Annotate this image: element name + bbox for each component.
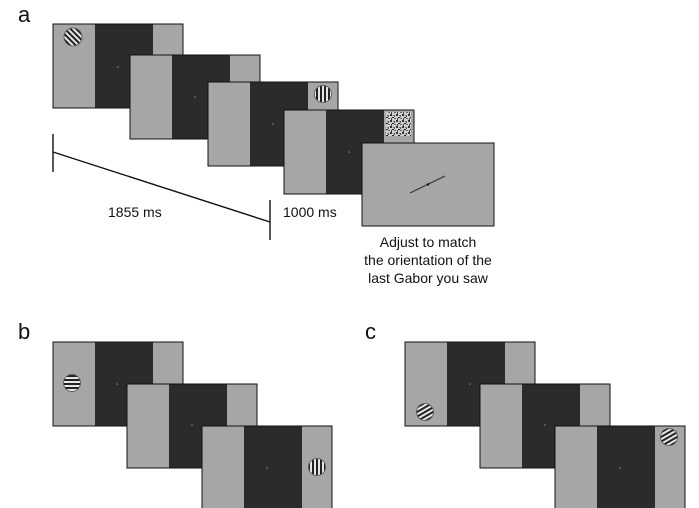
instruction-line-2: the orientation of the <box>364 252 492 268</box>
panel-c-frame-3-gabor-icon <box>660 428 678 446</box>
panel-a-frame-3-gabor-icon <box>314 85 332 103</box>
instruction-line-1: Adjust to match <box>379 234 477 250</box>
panel-b-frame-3-gabor-icon <box>308 458 326 476</box>
instruction-line-3: last Gabor you saw <box>368 270 488 286</box>
response-instruction: Adjust to match the orientation of the l… <box>333 233 523 287</box>
fixation-dots-a <box>117 66 350 153</box>
timing-label-1000: 1000 ms <box>283 204 337 220</box>
panel-a-frame-1-gabor-icon <box>63 27 83 47</box>
panel-c-frame-1-gabor-icon <box>416 403 434 421</box>
timing-label-1855: 1855 ms <box>108 204 162 220</box>
timing-lines <box>52 134 271 240</box>
panel-label-c: c <box>365 319 376 344</box>
panel-a-noise-mask-icon <box>386 112 411 136</box>
panel-label-a: a <box>18 2 31 27</box>
panel-b-frame-1-gabor-icon <box>63 374 81 392</box>
fixation-dots-b <box>116 383 268 469</box>
orientation-line-icon <box>409 175 446 194</box>
panel-label-b: b <box>18 319 31 344</box>
fixation-dots-c <box>469 383 621 469</box>
